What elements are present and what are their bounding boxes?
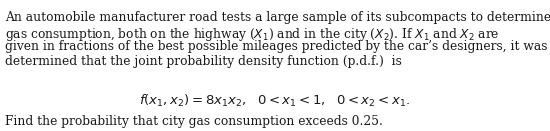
Text: determined that the joint probability density function (p.d.f.)  is: determined that the joint probability de… (5, 55, 402, 68)
Text: Find the probability that city gas consumption exceeds 0.25.: Find the probability that city gas consu… (5, 115, 383, 128)
Text: gas consumption, both on the highway ($X_1$) and in the city ($X_2$). If $X_1$ a: gas consumption, both on the highway ($X… (5, 26, 499, 43)
Text: $f(x_1, x_2) = 8x_1x_2,\ \ 0 < x_1 < 1,\ \ 0 < x_2 < x_1.$: $f(x_1, x_2) = 8x_1x_2,\ \ 0 < x_1 < 1,\… (140, 93, 410, 109)
Text: An automobile manufacturer road tests a large sample of its subcompacts to deter: An automobile manufacturer road tests a … (5, 12, 550, 24)
Text: given in fractions of the best possible mileages predicted by the car’s designer: given in fractions of the best possible … (5, 40, 547, 53)
